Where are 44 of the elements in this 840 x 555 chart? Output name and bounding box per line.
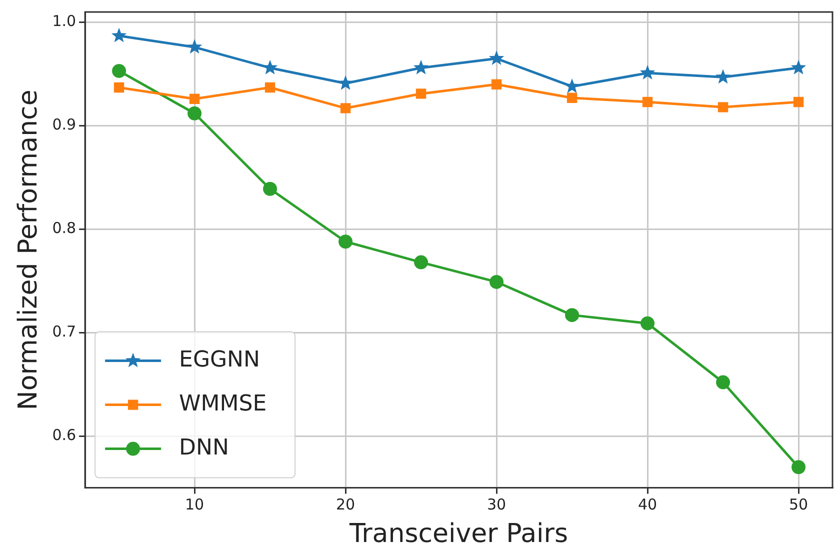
point xyxy=(565,308,580,322)
point xyxy=(792,460,806,474)
point xyxy=(340,103,351,114)
point xyxy=(640,65,656,80)
point xyxy=(790,60,806,74)
point xyxy=(338,75,354,90)
point xyxy=(566,92,578,103)
point xyxy=(264,82,276,93)
x-tick-label: 50 xyxy=(788,496,808,514)
point xyxy=(111,28,127,42)
x-axis-title: Transceiver Pairs xyxy=(348,519,568,550)
legend-label: EGGNN xyxy=(179,348,260,373)
y-tick-label: 1.0 xyxy=(52,12,76,30)
point xyxy=(188,106,202,120)
point xyxy=(416,88,426,99)
point xyxy=(186,39,202,54)
point xyxy=(564,78,580,93)
x-tick-label: 10 xyxy=(184,496,204,514)
y-tick-label: 0.7 xyxy=(52,322,76,341)
legend-label: WMMSE xyxy=(179,392,267,417)
point xyxy=(642,96,653,108)
y-tick-label: 0.6 xyxy=(52,426,76,444)
point xyxy=(414,255,428,270)
point xyxy=(263,182,278,196)
y-tick-label: 0.9 xyxy=(52,116,76,134)
y-axis-title: Normalized Performance xyxy=(13,90,44,410)
point xyxy=(640,316,655,330)
point xyxy=(338,234,353,249)
point xyxy=(413,60,429,74)
x-tick-label: 20 xyxy=(336,496,356,514)
point xyxy=(189,94,200,104)
point xyxy=(488,50,504,66)
point xyxy=(491,79,502,90)
point xyxy=(718,102,728,112)
x-tick-label: 30 xyxy=(486,496,506,514)
point xyxy=(112,64,126,78)
legend-label: DNN xyxy=(179,436,229,461)
point xyxy=(715,69,731,84)
point xyxy=(114,82,124,93)
point xyxy=(716,375,730,390)
point xyxy=(490,274,504,289)
point xyxy=(793,96,804,108)
x-tick-label: 40 xyxy=(638,496,658,514)
y-tick-label: 0.8 xyxy=(52,219,76,238)
